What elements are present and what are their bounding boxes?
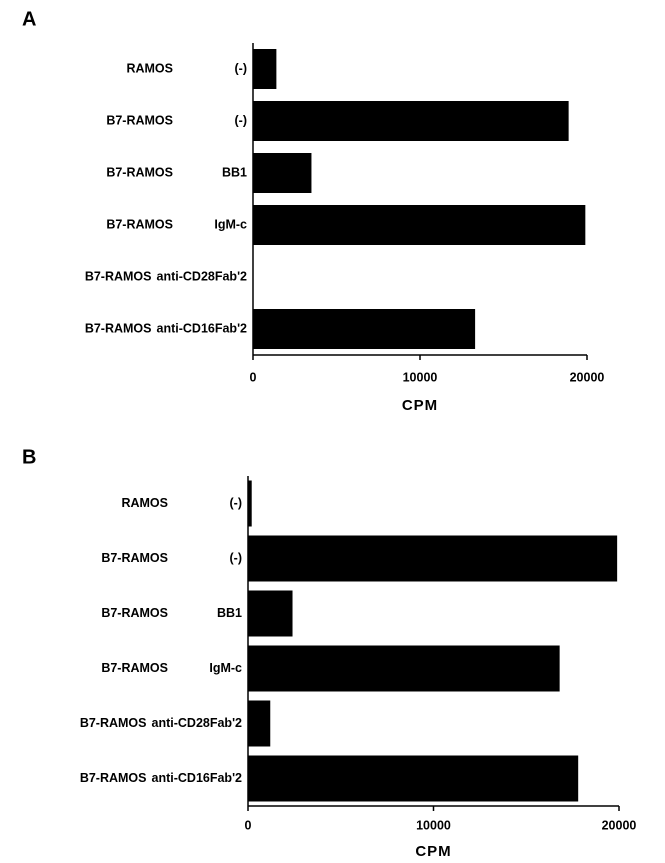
bar — [248, 480, 252, 527]
cell-label: B7-RAMOS — [106, 165, 173, 179]
treatment-label: IgM-c — [209, 661, 242, 675]
bar — [248, 645, 560, 692]
x-tick-label: 20000 — [570, 370, 605, 384]
x-tick-label: 10000 — [416, 818, 451, 832]
treatment-label: BB1 — [217, 606, 242, 620]
cell-label: B7-RAMOS — [80, 771, 147, 785]
treatment-label: BB1 — [222, 165, 247, 179]
x-axis-label: CPM — [402, 397, 438, 414]
treatment-label: anti-CD16Fab'2 — [152, 771, 243, 785]
treatment-label: anti-CD28Fab'2 — [152, 716, 243, 730]
cell-label: B7-RAMOS — [85, 269, 152, 283]
x-tick-label: 10000 — [403, 370, 438, 384]
treatment-label: (-) — [235, 61, 248, 75]
panel-label: B — [22, 446, 36, 468]
cell-label: RAMOS — [121, 496, 168, 510]
treatment-label: (-) — [230, 496, 243, 510]
cell-label: B7-RAMOS — [101, 661, 168, 675]
cell-label: B7-RAMOS — [85, 321, 152, 335]
x-tick-label: 20000 — [602, 818, 637, 832]
cell-label: RAMOS — [126, 61, 173, 75]
bar — [248, 535, 618, 582]
treatment-label: anti-CD28Fab'2 — [157, 269, 248, 283]
treatment-label: (-) — [230, 551, 243, 565]
panel-label: A — [22, 8, 36, 30]
bar — [253, 153, 312, 193]
cell-label: B7-RAMOS — [101, 606, 168, 620]
treatment-label: IgM-c — [214, 217, 247, 231]
treatment-label: (-) — [235, 113, 248, 127]
cell-label: B7-RAMOS — [80, 716, 147, 730]
treatment-label: anti-CD16Fab'2 — [157, 321, 248, 335]
bar — [253, 205, 586, 245]
x-tick-label: 0 — [250, 370, 257, 384]
x-tick-label: 0 — [245, 818, 252, 832]
bar — [253, 49, 277, 89]
bar — [248, 590, 293, 637]
cell-label: B7-RAMOS — [101, 551, 168, 565]
bar — [248, 755, 579, 802]
cell-label: B7-RAMOS — [106, 113, 173, 127]
bar — [248, 700, 271, 747]
cell-label: B7-RAMOS — [106, 217, 173, 231]
bar — [253, 309, 476, 349]
bar — [253, 101, 569, 141]
x-axis-label: CPM — [415, 843, 451, 860]
